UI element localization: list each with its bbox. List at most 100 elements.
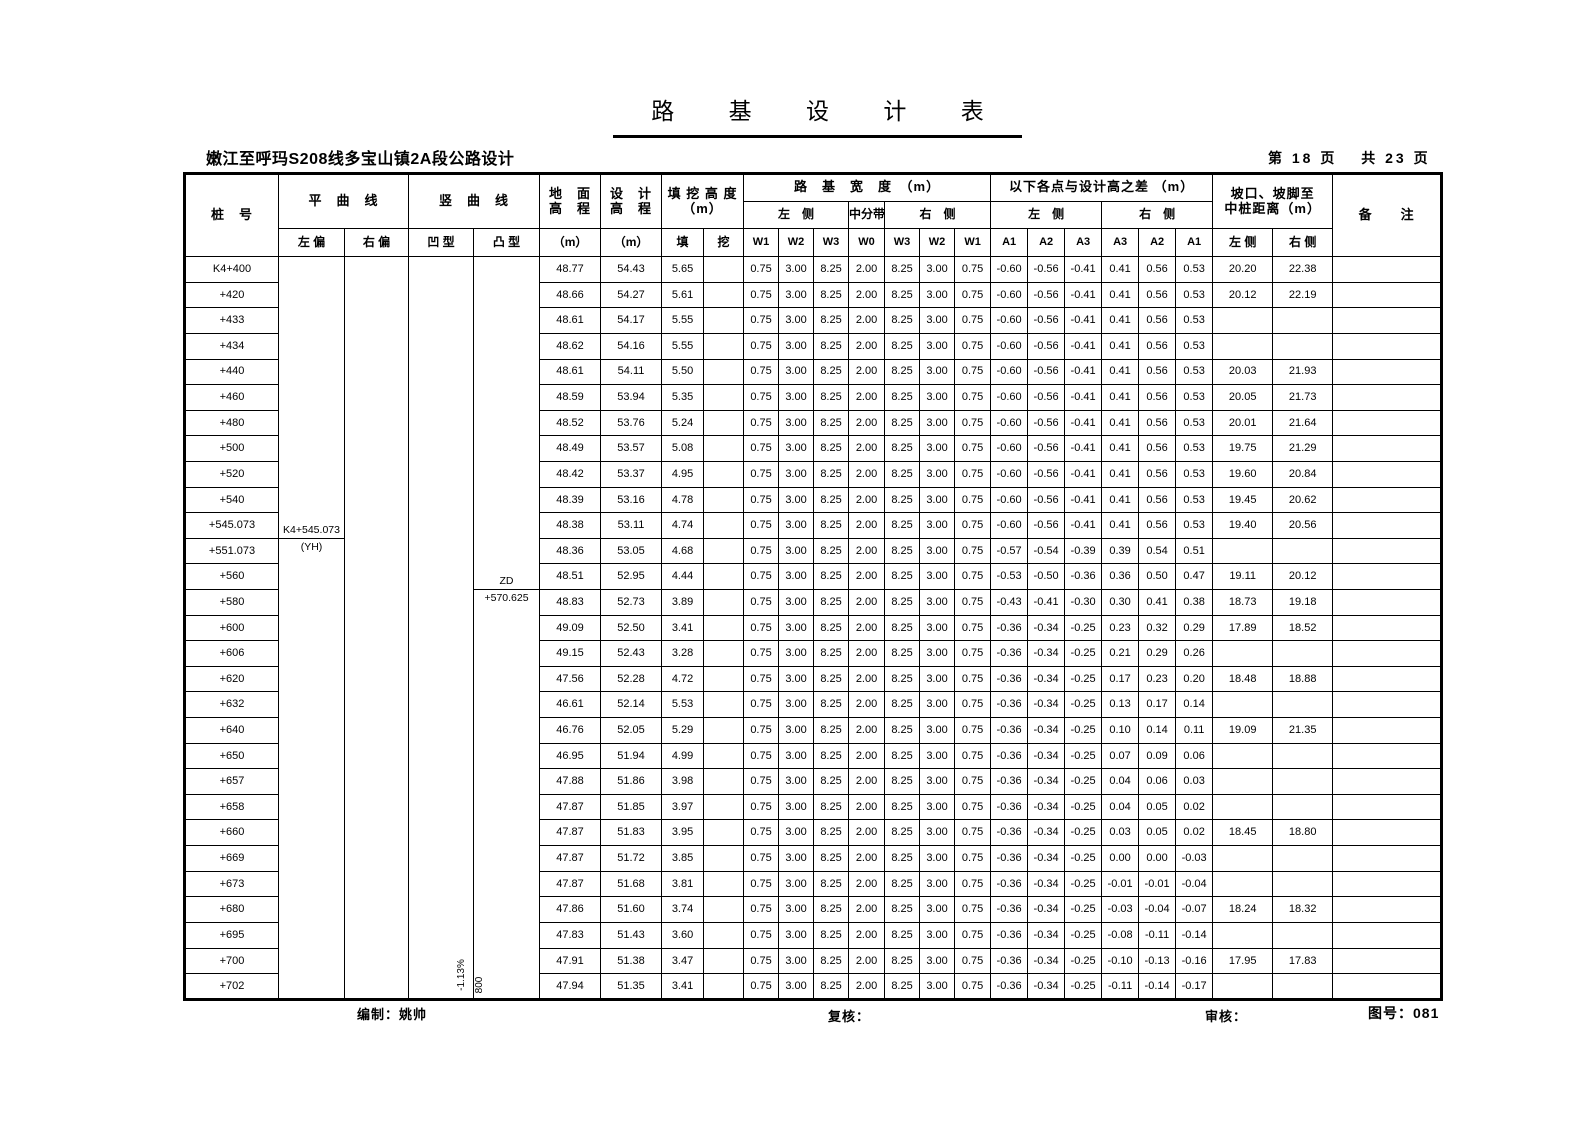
col-header-horizontal-curve: 平 曲 线: [277, 172, 410, 230]
cell-width-w0: 0.75: [743, 768, 780, 795]
cell-remark: [1332, 947, 1443, 975]
col-header-remark: 备 注: [1332, 172, 1443, 258]
cell-width-w0: 0.75: [743, 384, 780, 411]
cell-vertical-curve-convex: [473, 819, 541, 846]
cell-width-w5: 3.00: [919, 537, 956, 565]
cell-vertical-curve-convex: [473, 410, 541, 436]
cell-width-w3: 2.00: [848, 307, 886, 334]
slope-distance-line2: 中桩距离（m）: [1224, 200, 1321, 216]
cell-width-w4: 8.25: [884, 307, 921, 334]
cell-diff-a4: -0.14: [1138, 973, 1177, 1000]
cell-vertical-curve-concave: [408, 871, 475, 897]
footer-reviewed-by: 复核：: [828, 1009, 871, 1024]
cell-stake: +673: [184, 870, 279, 898]
cell-stake: +540: [184, 486, 279, 514]
cell-width-w4: 8.25: [884, 691, 921, 719]
cell-dist-left: [1212, 691, 1274, 719]
cell-diff-a5: 0.53: [1175, 384, 1214, 411]
cell-width-w6: 0.75: [954, 691, 992, 719]
col-header-median: 中分带: [848, 200, 886, 230]
cell-diff-a2: -0.25: [1064, 691, 1103, 719]
cell-diff-a1: -0.34: [1027, 742, 1066, 770]
table-row: +580 +570.625 48.83 52.73 3.89 0.75 3.00 8.25 2.…: [184, 588, 1443, 616]
cell-remark: [1332, 384, 1443, 411]
cell-dist-left: [1212, 768, 1274, 795]
cell-diff-a2: -0.41: [1064, 486, 1103, 514]
cell-diff-a4: 0.32: [1138, 614, 1177, 642]
cell-vertical-curve-convex: [473, 640, 541, 667]
cell-width-w4: 8.25: [884, 512, 921, 539]
cell-ground-elevation: 48.39: [539, 486, 602, 514]
cell-width-w2: 8.25: [813, 768, 850, 795]
cell-vertical-curve-concave: [408, 256, 475, 283]
cell-fill-height: 5.61: [661, 281, 705, 309]
cell-cut-height: [703, 921, 745, 949]
footer-approved-by: 审核：: [1205, 1009, 1248, 1024]
fill-cut-line2: （m）: [682, 200, 723, 216]
cell-ground-elevation: 47.56: [539, 665, 602, 693]
cell-design-elevation: 52.14: [600, 691, 663, 719]
cell-dist-left: 17.89: [1212, 614, 1274, 642]
cell-diff-a1: -0.34: [1027, 640, 1066, 667]
cell-width-w3: 2.00: [848, 409, 886, 437]
cell-dist-right: 21.35: [1272, 717, 1334, 744]
cell-horizontal-curve-left: [278, 896, 345, 923]
col-header-convex: 凸 型: [473, 228, 541, 258]
table-row: +669 47.87 51.72 3.85 0.75 3.00 8.25 2.00 8.25 3.…: [184, 845, 1443, 872]
cell-diff-a1: -0.56: [1027, 486, 1066, 514]
cell-width-w5: 3.00: [919, 717, 956, 744]
cell-cut-height: [703, 768, 745, 795]
cell-diff-a3: -0.03: [1101, 896, 1140, 923]
cell-fill-height: 3.97: [661, 793, 705, 821]
cell-dist-left: 18.48: [1212, 665, 1274, 693]
cell-dist-right: 18.32: [1272, 896, 1334, 923]
cell-horizontal-curve-left: [278, 282, 345, 308]
cell-stake: +660: [184, 819, 279, 847]
cell-horizontal-curve-left: [278, 359, 345, 385]
cell-ground-elevation: 48.36: [539, 537, 602, 565]
cell-width-w1: 3.00: [778, 563, 815, 590]
cell-width-w0: 0.75: [743, 512, 780, 539]
cell-stake: +620: [184, 665, 279, 693]
cell-fill-height: 3.98: [661, 768, 705, 795]
cell-width-w6: 0.75: [954, 819, 992, 847]
cell-diff-a0: -0.43: [990, 588, 1029, 616]
cell-width-w2: 8.25: [813, 384, 850, 411]
table-row: +500 48.49 53.57 5.08 0.75 3.00 8.25 2.00 8.25 3.…: [184, 435, 1443, 462]
cell-diff-a0: -0.60: [990, 460, 1029, 488]
cell-dist-left: 19.11: [1212, 563, 1274, 590]
cell-vertical-curve-concave: [408, 666, 475, 692]
table-row: +420 48.66 54.27 5.61 0.75 3.00 8.25 2.00 8.25 3.…: [184, 281, 1443, 309]
cell-width-w0: 0.75: [743, 614, 780, 642]
cell-stake: +657: [184, 768, 279, 795]
table-row: +560 ZD 48.51 52.95 4.44 0.75 3.00 8.25 2.00 8.25…: [184, 563, 1443, 590]
cell-width-w0: 0.75: [743, 665, 780, 693]
cell-fill-height: 5.65: [661, 256, 705, 283]
cell-width-w3: 2.00: [848, 921, 886, 949]
cell-vertical-curve-concave: [408, 384, 475, 411]
cell-diff-a4: -0.13: [1138, 947, 1177, 975]
cell-vertical-curve-convex: [473, 487, 541, 513]
cell-dist-left: [1212, 870, 1274, 898]
cell-width-w2: 8.25: [813, 588, 850, 616]
cell-horizontal-curve-left: [278, 691, 345, 718]
cell-width-w0: 0.75: [743, 973, 780, 1000]
cell-dist-right: [1272, 332, 1334, 360]
cell-dist-left: 18.24: [1212, 896, 1274, 923]
cell-width-w2: 8.25: [813, 358, 850, 386]
cell-width-w3: 2.00: [848, 537, 886, 565]
cell-width-w1: 3.00: [778, 332, 815, 360]
cell-ground-elevation: 46.95: [539, 742, 602, 770]
cell-diff-a4: 0.56: [1138, 409, 1177, 437]
cell-width-w1: 3.00: [778, 742, 815, 770]
cell-cut-height: [703, 973, 745, 1000]
col-header-w2-right: W2: [919, 228, 956, 258]
cell-ground-elevation: 47.91: [539, 947, 602, 975]
cell-width-w0: 0.75: [743, 486, 780, 514]
cell-vertical-curve-concave: [408, 512, 475, 539]
cell-horizontal-curve-right: [343, 948, 410, 974]
cell-diff-a3: 0.41: [1101, 256, 1140, 283]
cell-cut-height: [703, 717, 745, 744]
col-header-design-unit: （m）: [600, 228, 663, 258]
cell-width-w6: 0.75: [954, 717, 992, 744]
